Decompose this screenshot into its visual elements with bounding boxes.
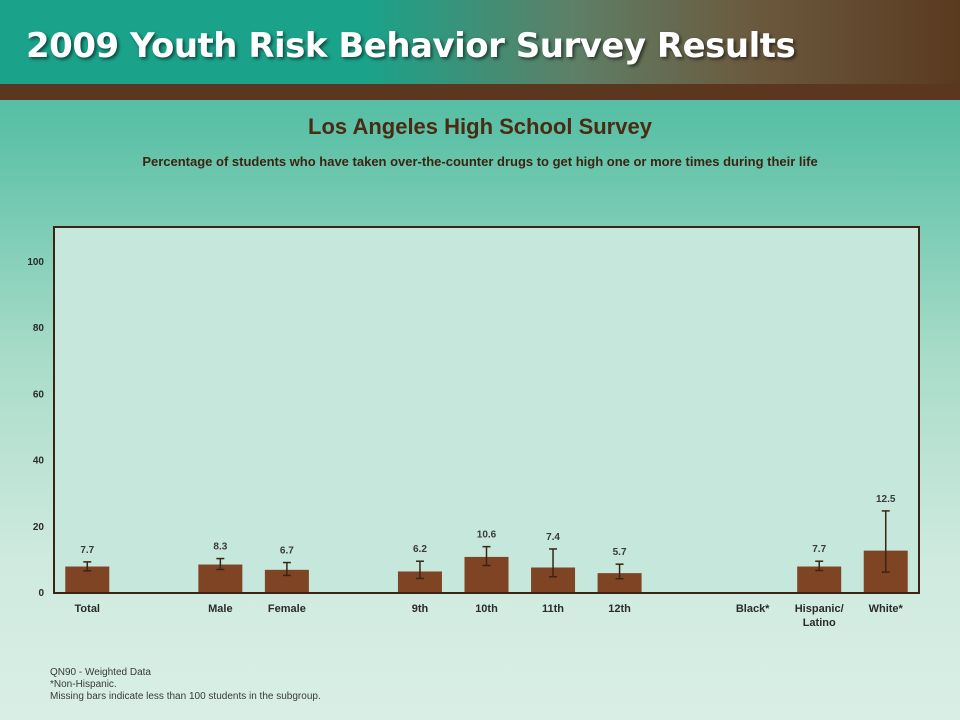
data-label: 12.5 [876,494,896,505]
y-tick-label: 80 [33,323,45,334]
y-tick-label: 60 [33,389,45,400]
x-tick-label: 12th [608,603,631,615]
data-label: 7.7 [80,545,94,556]
data-label: 7.7 [812,544,826,555]
footnote-line: Missing bars indicate less than 100 stud… [50,691,321,702]
data-label: 7.4 [546,532,560,543]
bar [397,571,442,592]
x-tick-label: Female [268,603,306,615]
footnotes: QN90 - Weighted Data *Non-Hispanic. Miss… [50,667,321,703]
page-title: 2009 Youth Risk Behavior Survey Results [26,26,796,66]
x-tick-label: 9th [412,603,429,615]
data-label: 8.3 [213,542,227,553]
x-tick-label: Black* [736,603,770,615]
header-band [0,0,960,84]
chart-title: Los Angeles High School Survey [308,114,652,139]
bar [597,573,642,592]
header-rule [0,84,960,100]
x-tick-label: Total [75,603,100,615]
x-tick-label: 11th [542,603,564,615]
y-tick-label: 0 [38,588,44,599]
x-tick-label: 10th [475,603,498,615]
x-tick-label: Male [208,603,232,615]
y-tick-label: 20 [33,522,45,533]
x-tick-label: White* [869,603,904,615]
footnote-line: QN90 - Weighted Data [50,667,151,678]
x-tick-label: Hispanic/Latino [795,603,844,629]
chart-subtitle: Percentage of students who have taken ov… [142,154,818,169]
data-label: 5.7 [613,547,627,558]
y-tick-label: 100 [27,257,44,268]
plot-area [53,226,920,594]
y-tick-label: 40 [33,456,45,467]
data-label: 6.7 [280,546,294,557]
data-label: 10.6 [477,530,497,541]
bar [264,569,309,592]
footnote-line: *Non-Hispanic. [50,679,117,690]
data-label: 6.2 [413,544,427,555]
